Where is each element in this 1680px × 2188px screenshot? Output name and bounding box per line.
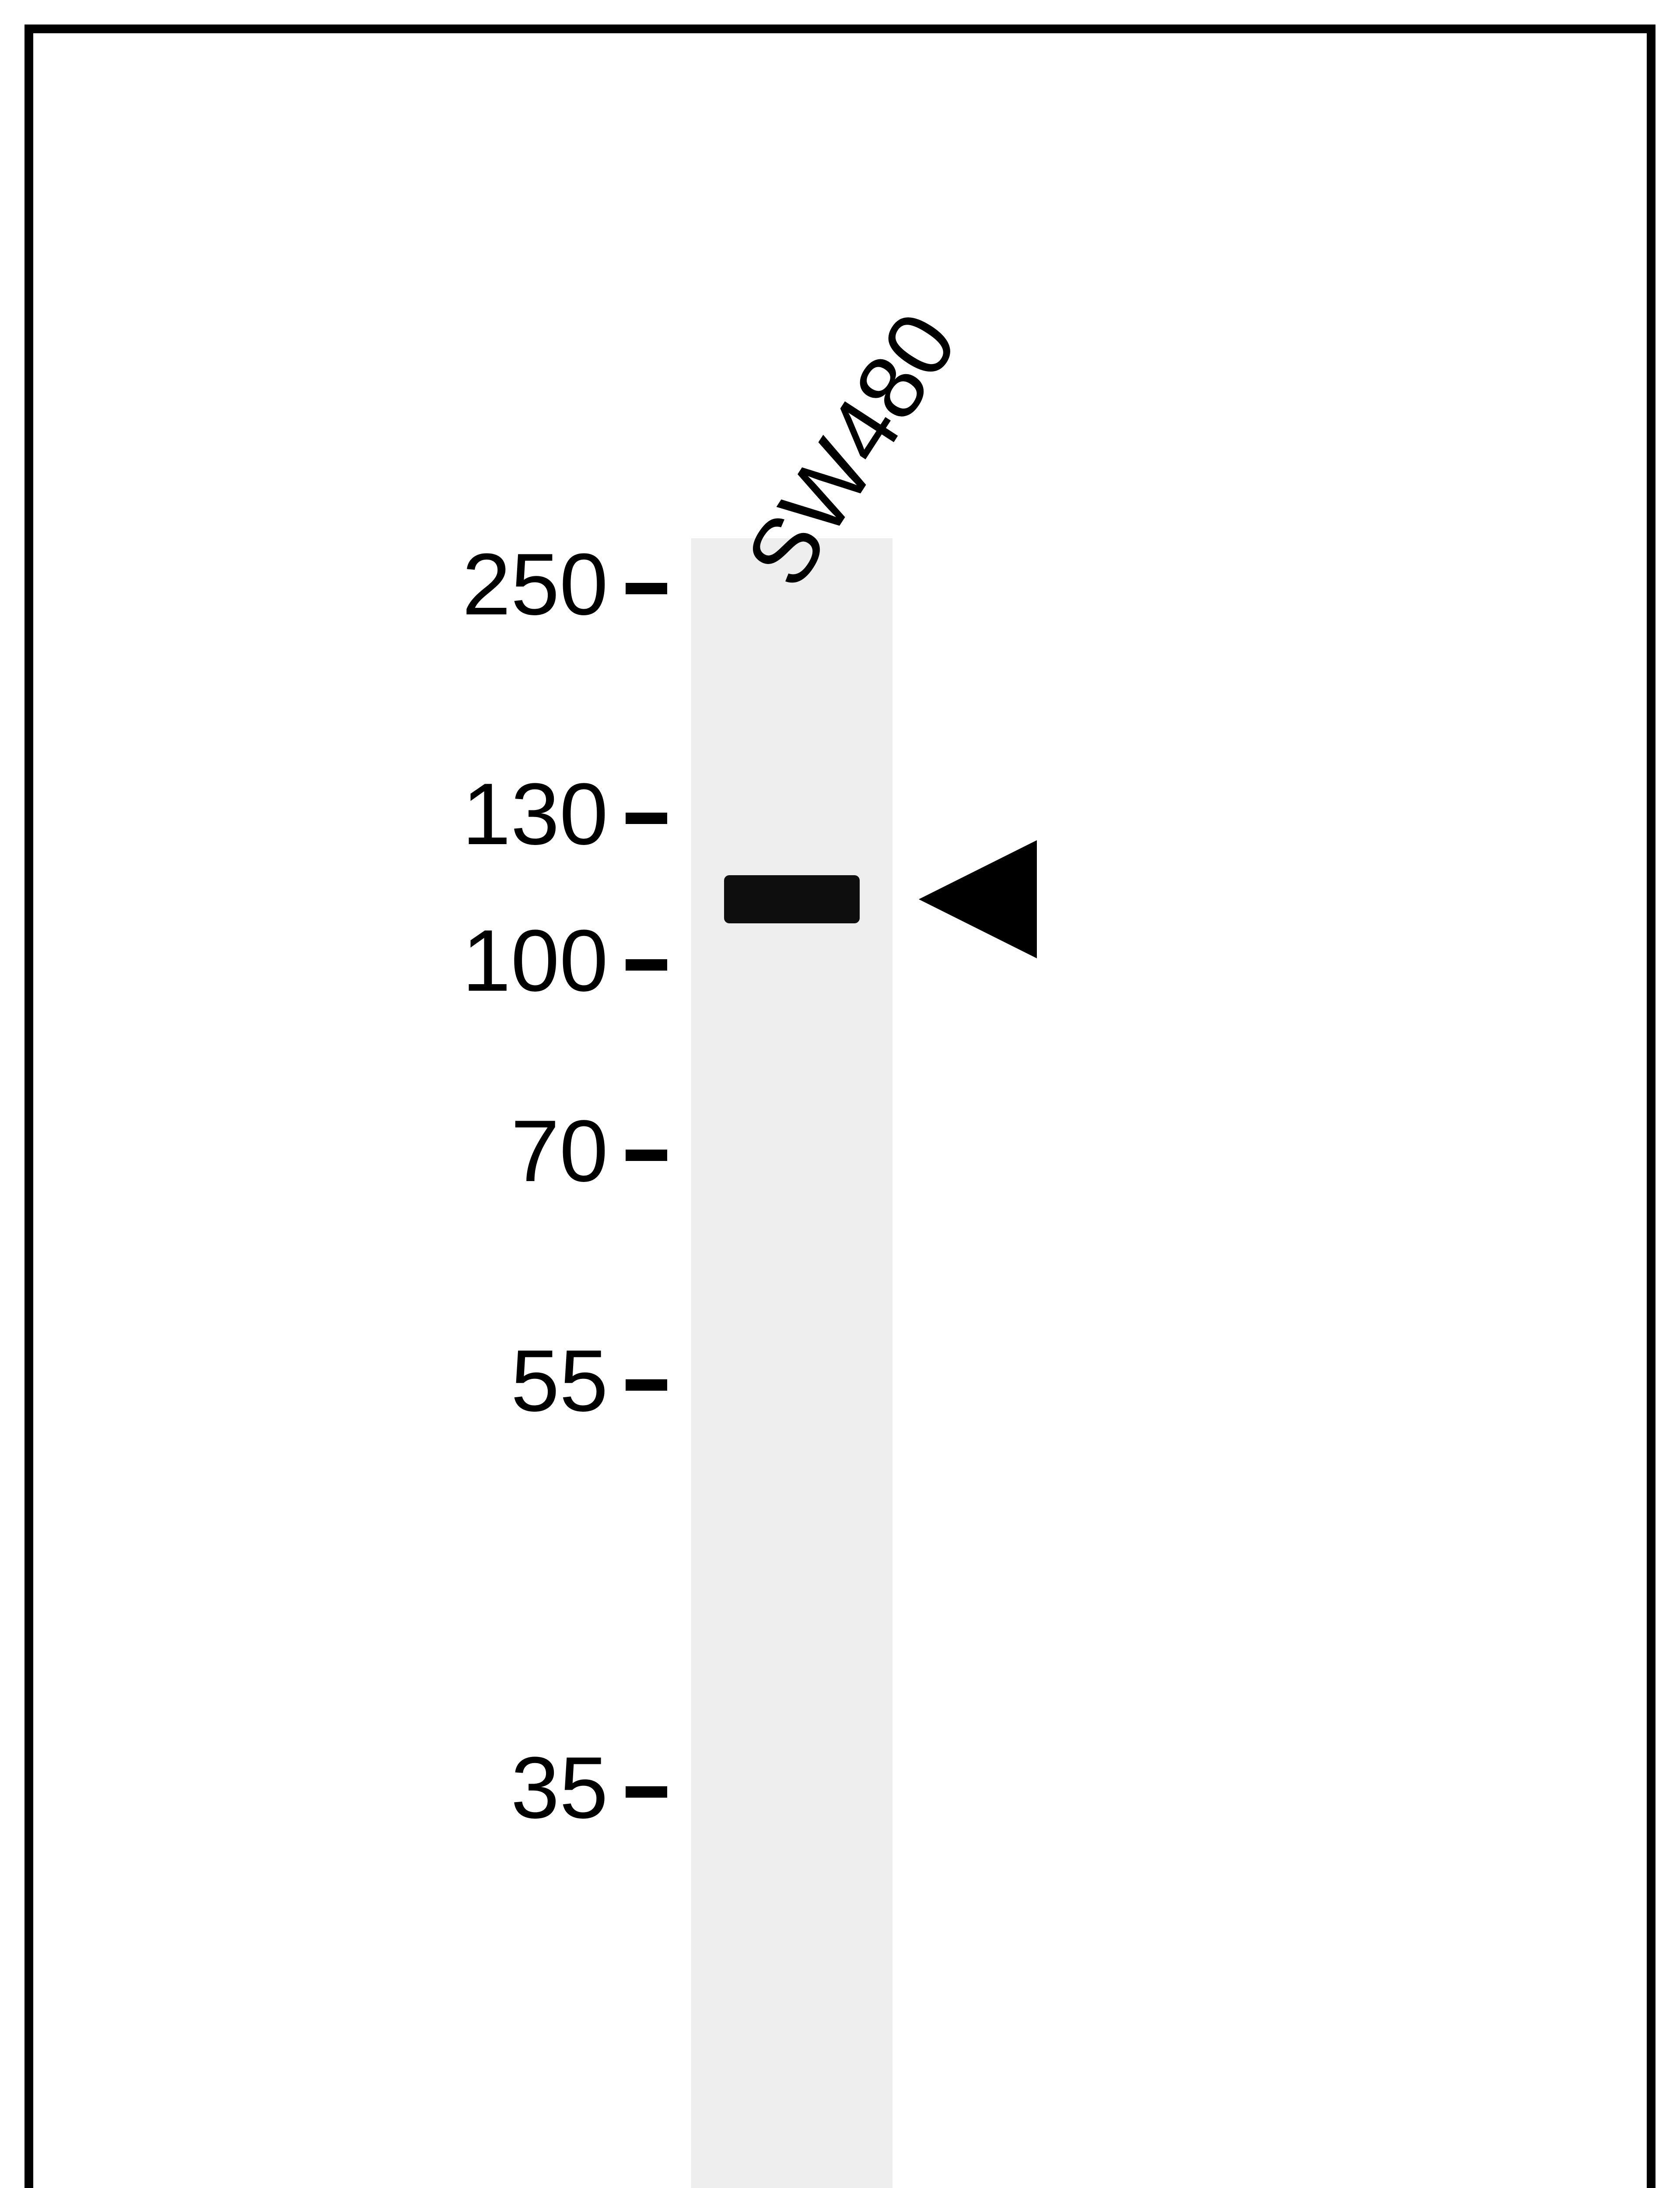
mw-marker-tick <box>626 813 667 824</box>
mw-marker-label: 35 <box>346 1738 608 1838</box>
mw-marker-label: 100 <box>346 911 608 1011</box>
mw-marker-tick <box>626 959 667 971</box>
lane-strip <box>691 538 892 2188</box>
mw-marker-label: 70 <box>346 1101 608 1202</box>
mw-marker-tick <box>626 1379 667 1391</box>
band-arrow-icon <box>919 840 1037 958</box>
page-outer: SW480 250130100705535 <box>0 0 1680 2188</box>
image-frame: SW480 250130100705535 <box>24 25 1656 2188</box>
mw-marker-tick <box>626 1150 667 1161</box>
mw-marker-label: 250 <box>346 534 608 635</box>
mw-marker-label: 55 <box>346 1331 608 1431</box>
mw-marker-tick <box>626 583 667 594</box>
mw-marker-tick <box>626 1786 667 1798</box>
mw-marker-label: 130 <box>346 764 608 865</box>
target-band <box>724 875 860 923</box>
blot-canvas: SW480 250130100705535 <box>33 33 1647 2188</box>
